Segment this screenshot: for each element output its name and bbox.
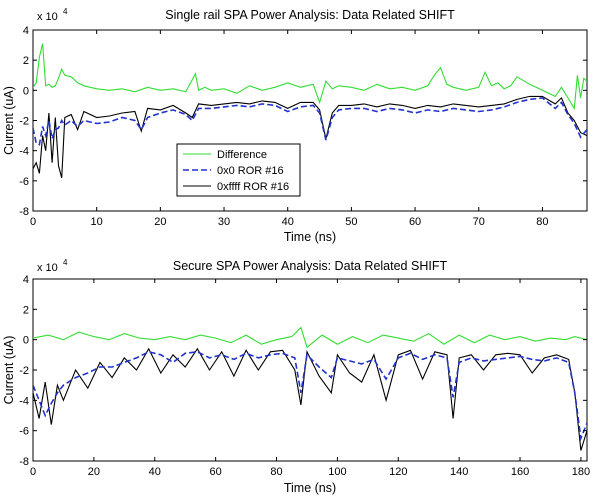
x-tick-label: 180 [572, 466, 590, 478]
y-tick-label: -4 [19, 146, 29, 158]
x-axis-label: Time (ns) [284, 481, 336, 495]
y-exponent-label: x 10 [37, 11, 58, 23]
legend-label: Difference [217, 149, 267, 161]
chart-title: Secure SPA Power Analysis: Data Related … [173, 259, 448, 273]
x-tick-label: 20 [154, 216, 166, 228]
y-tick-label: 2 [23, 304, 29, 316]
y-exponent-label: x 10 [37, 262, 58, 274]
y-tick-label: 4 [23, 274, 29, 286]
y-tick-label: 2 [23, 55, 29, 67]
x-tick-label: 40 [282, 216, 294, 228]
x-tick-label: 30 [218, 216, 230, 228]
legend: Difference 0x0 ROR #16 0xffff ROR #16 [176, 143, 301, 197]
x-tick-label: 20 [88, 466, 100, 478]
x-tick-label: 60 [210, 466, 222, 478]
series-line-difference [33, 43, 587, 111]
chart-secure: Secure SPA Power Analysis: Data Related … [2, 258, 590, 495]
x-tick-label: 160 [511, 466, 529, 478]
y-tick-label: 0 [23, 85, 29, 97]
y-tick-label: -2 [19, 365, 29, 377]
series-line-0xffff-ror-16 [33, 347, 587, 451]
series-line-0xffff-ror-16 [33, 95, 587, 178]
y-axis-label: Current (uA) [2, 336, 16, 405]
series-line-0x0-ror-16 [33, 97, 587, 146]
x-tick-label: 40 [149, 466, 161, 478]
y-axis-label: Current (uA) [2, 86, 16, 155]
x-axis-label: Time (ns) [284, 230, 336, 244]
x-tick-label: 80 [270, 466, 282, 478]
series-group [33, 43, 587, 178]
x-tick-label: 0 [30, 216, 36, 228]
series-line-0x0-ror-16 [33, 350, 587, 442]
y-tick-label: 0 [23, 335, 29, 347]
plot-frame [32, 29, 588, 212]
plot-frame [32, 278, 588, 462]
y-tick-label: 4 [23, 25, 29, 37]
y-tick-label: -8 [19, 206, 29, 218]
series-group [33, 326, 587, 451]
y-tick-label: -6 [19, 426, 29, 438]
y-tick-label: -4 [19, 395, 29, 407]
x-tick-label: 0 [30, 466, 36, 478]
y-tick-label: -6 [19, 176, 29, 188]
x-tick-label: 60 [409, 216, 421, 228]
series-line-difference [33, 326, 587, 349]
chart-title: Single rail SPA Power Analysis: Data Rel… [165, 8, 455, 22]
x-tick-label: 50 [345, 216, 357, 228]
x-tick-label: 70 [473, 216, 485, 228]
x-tick-label: 100 [328, 466, 346, 478]
legend-label: 0x0 ROR #16 [217, 165, 284, 177]
chart-single-rail: Single rail SPA Power Analysis: Data Rel… [2, 7, 588, 244]
y-exponent-power: 4 [63, 7, 68, 16]
x-tick-label: 140 [450, 466, 468, 478]
x-tick-label: 120 [389, 466, 407, 478]
x-tick-label: 80 [536, 216, 548, 228]
y-tick-label: -2 [19, 116, 29, 128]
y-tick-label: -8 [19, 456, 29, 468]
legend-label: 0xffff ROR #16 [217, 181, 289, 193]
x-tick-label: 10 [91, 216, 103, 228]
y-exponent-power: 4 [63, 258, 68, 267]
